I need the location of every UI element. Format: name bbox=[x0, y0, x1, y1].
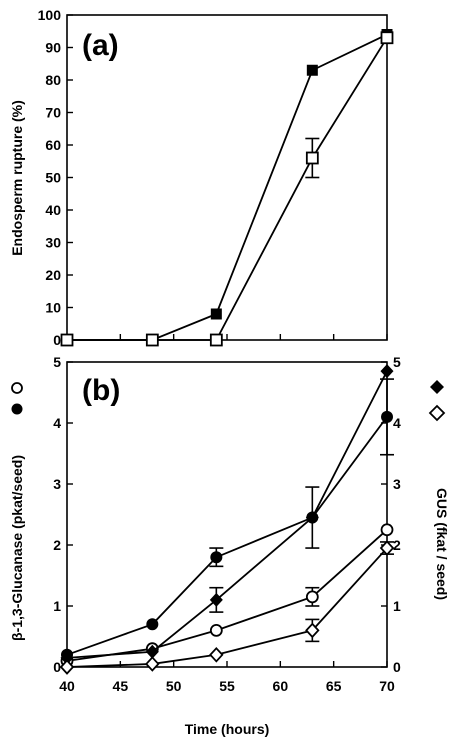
panel-b: (b) β-1,3-Glucanase (pkat/seed) GUS (fka… bbox=[9, 354, 450, 737]
y-tick-label: 60 bbox=[45, 137, 61, 153]
y-tick-label: 20 bbox=[45, 267, 61, 283]
data-point-filled-diamond bbox=[209, 592, 223, 607]
panel-b-y-ticks: 0 1 2 3 4 5 bbox=[53, 354, 73, 675]
y2-tick-label: 1 bbox=[393, 598, 401, 614]
data-point-open-square bbox=[60, 333, 74, 347]
x-tick-label: 50 bbox=[166, 678, 182, 694]
panel-b-frame bbox=[66, 361, 388, 668]
data-point-open-diamond bbox=[305, 622, 320, 639]
data-point-open-square bbox=[209, 333, 223, 347]
y-tick-label: 1 bbox=[53, 598, 61, 614]
series-line-filled-circle bbox=[66, 416, 388, 656]
panel-a-series bbox=[60, 29, 394, 347]
y-tick-label: 0 bbox=[53, 659, 61, 675]
y-tick-label: 4 bbox=[53, 415, 61, 431]
panel-a: (a) Endosperm rupture (%) 0 10 20 30 40 50 60 7… bbox=[9, 7, 394, 348]
panel-b-y2-axis-label: GUS (fkat / seed) bbox=[434, 488, 450, 600]
data-point-open-circle bbox=[209, 624, 223, 637]
y-tick-label: 5 bbox=[53, 354, 61, 370]
panel-b-label: (b) bbox=[82, 374, 120, 407]
y-tick-label: 40 bbox=[45, 202, 61, 218]
series-line-open-square bbox=[67, 37, 388, 341]
right-axis-open-diamond-key bbox=[428, 404, 446, 422]
data-point-filled-diamond bbox=[305, 510, 319, 525]
data-point-filled-circle bbox=[381, 410, 393, 423]
data-point-open-square bbox=[305, 151, 319, 165]
left-axis-filled-circle-key bbox=[11, 403, 23, 415]
y2-tick-label: 3 bbox=[393, 476, 401, 492]
y-tick-label: 30 bbox=[45, 235, 61, 251]
left-axis-open-circle-key bbox=[11, 382, 23, 394]
x-tick-label: 60 bbox=[273, 678, 289, 694]
x-tick-label: 40 bbox=[59, 678, 75, 694]
y-tick-label: 100 bbox=[38, 7, 62, 23]
data-point-filled-diamond bbox=[60, 650, 74, 665]
y2-tick-label: 2 bbox=[393, 537, 401, 553]
panel-b-x-axis-label: Time (hours) bbox=[185, 721, 270, 737]
data-point-open-diamond bbox=[59, 659, 75, 675]
panel-b-x-ticks: 40 45 50 55 60 65 70 bbox=[59, 661, 395, 694]
panel-b-y-axis-label: β-1,3-Glucanase (pkat/seed) bbox=[9, 455, 25, 641]
data-point-open-square bbox=[380, 31, 394, 45]
x-tick-label: 65 bbox=[326, 678, 342, 694]
data-point-open-circle bbox=[305, 590, 319, 604]
data-point-filled-diamond bbox=[380, 364, 394, 379]
data-point-open-diamond bbox=[379, 540, 395, 556]
data-point-open-circle bbox=[380, 523, 394, 537]
y-tick-label: 2 bbox=[53, 537, 61, 553]
data-point-filled-square bbox=[210, 308, 222, 320]
y2-tick-label: 4 bbox=[393, 415, 401, 431]
y-tick-label: 70 bbox=[45, 105, 61, 121]
y2-tick-label: 0 bbox=[393, 659, 401, 675]
series-line-open-diamond bbox=[66, 547, 388, 668]
panel-a-y-axis-label: Endosperm rupture (%) bbox=[9, 100, 25, 256]
panel-a-label: (a) bbox=[82, 29, 119, 62]
right-axis-filled-diamond-key bbox=[430, 380, 444, 394]
y-tick-label: 50 bbox=[45, 170, 61, 186]
data-point-open-diamond bbox=[145, 656, 160, 672]
y-tick-label: 3 bbox=[53, 476, 61, 492]
y-tick-label: 0 bbox=[53, 332, 61, 348]
x-tick-label: 45 bbox=[113, 678, 129, 694]
data-point-filled-circle bbox=[210, 551, 223, 564]
series-line-filled-square bbox=[67, 33, 388, 341]
data-point-open-square bbox=[145, 333, 159, 347]
series-line-open-circle bbox=[66, 529, 388, 662]
y-tick-label: 10 bbox=[45, 300, 61, 316]
series-line-filled-diamond bbox=[66, 370, 388, 659]
y2-tick-label: 5 bbox=[393, 354, 401, 370]
x-tick-label: 55 bbox=[219, 678, 235, 694]
y-tick-label: 90 bbox=[45, 40, 61, 56]
data-point-filled-square bbox=[306, 64, 318, 76]
data-point-open-diamond bbox=[209, 646, 224, 663]
panel-b-y2-ticks: 0 1 2 3 4 5 bbox=[381, 354, 401, 675]
panel-b-series bbox=[59, 364, 395, 675]
data-point-filled-diamond bbox=[145, 644, 159, 659]
x-tick-label: 70 bbox=[379, 678, 395, 694]
y-tick-label: 80 bbox=[45, 72, 61, 88]
data-point-filled-circle bbox=[146, 618, 159, 631]
panel-a-frame bbox=[66, 14, 388, 341]
panel-a-y-ticks: 0 10 20 30 40 50 60 70 80 90 100 bbox=[38, 7, 73, 348]
